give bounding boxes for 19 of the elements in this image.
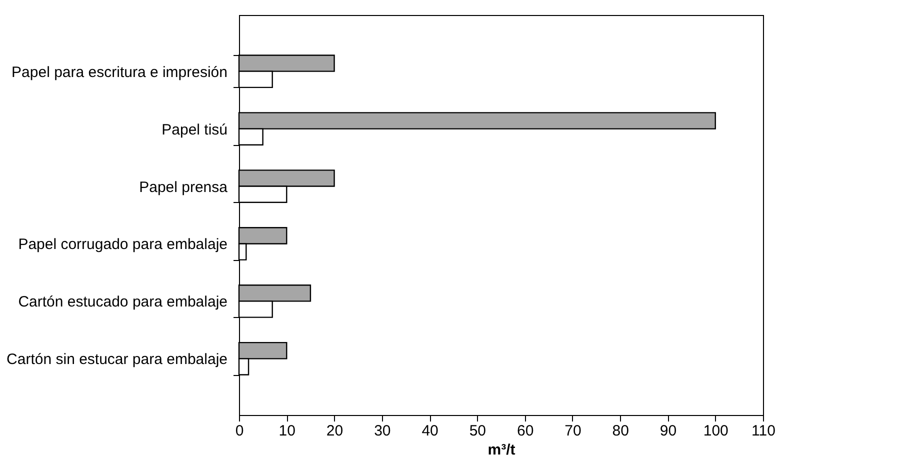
x-tick-label: 60 bbox=[516, 422, 534, 440]
y-tick-label: Papel para escritura e impresión bbox=[12, 64, 228, 81]
x-tick-label: 50 bbox=[469, 422, 486, 440]
y-tick-label: Cartón sin estucar para embalaje bbox=[6, 351, 228, 368]
x-tick-label: 20 bbox=[326, 422, 344, 440]
x-tick-label: 80 bbox=[612, 422, 629, 440]
y-tick-label: Cartón estucado para embalaje bbox=[18, 294, 228, 311]
y-tick-label: Papel prensa bbox=[139, 178, 228, 196]
x-axis-title: m³/t bbox=[488, 442, 516, 458]
x-tick-label: 0 bbox=[235, 422, 244, 440]
x-tick-label: 10 bbox=[278, 422, 296, 440]
x-tick-label: 30 bbox=[374, 422, 391, 440]
y-tick-label: Papel corrugado para embalaje bbox=[18, 236, 228, 254]
y-tick-label: Papel tisú bbox=[162, 121, 228, 138]
x-tick-label: 90 bbox=[660, 422, 677, 440]
x-tick-label: 100 bbox=[703, 422, 728, 440]
x-tick-label: 110 bbox=[752, 422, 776, 440]
x-tick-label: 70 bbox=[564, 422, 582, 440]
x-tick-label: 40 bbox=[422, 422, 438, 440]
